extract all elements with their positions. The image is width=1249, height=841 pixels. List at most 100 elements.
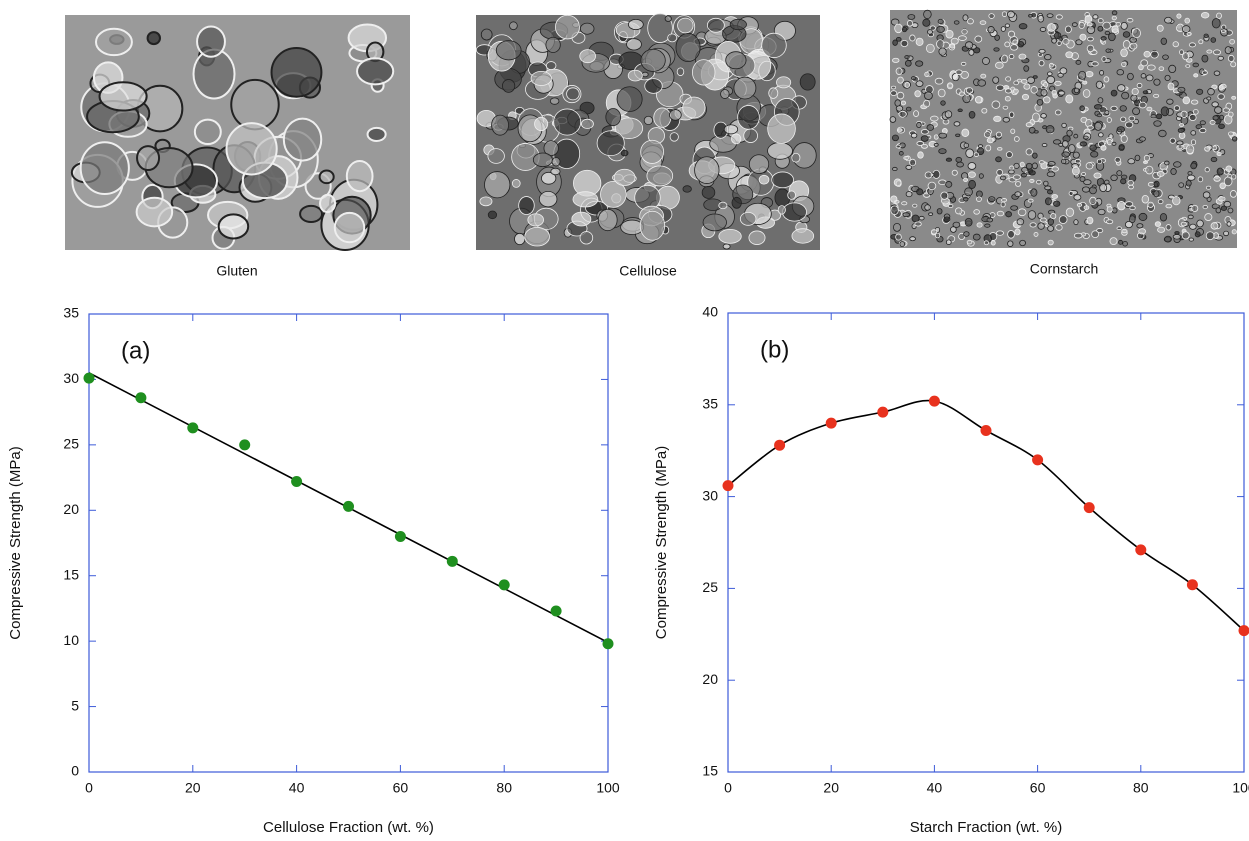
texture xyxy=(1037,14,1045,23)
texture xyxy=(1205,185,1212,190)
texture xyxy=(949,42,956,49)
texture xyxy=(1212,145,1218,151)
texture xyxy=(906,20,913,27)
data-point xyxy=(135,392,147,404)
texture xyxy=(1068,144,1076,154)
texture xyxy=(1173,105,1181,111)
texture xyxy=(1012,39,1019,45)
texture xyxy=(1213,175,1221,182)
texture xyxy=(1143,160,1148,164)
texture xyxy=(1051,37,1058,44)
texture xyxy=(217,213,250,240)
texture xyxy=(1029,178,1035,183)
texture xyxy=(911,76,917,81)
texture xyxy=(1015,181,1022,187)
texture xyxy=(1120,48,1128,58)
texture xyxy=(1139,136,1146,142)
texture xyxy=(1093,104,1103,110)
texture xyxy=(996,230,1004,236)
texture xyxy=(682,185,692,193)
data-point xyxy=(928,395,940,407)
data-point xyxy=(774,439,786,451)
texture xyxy=(479,196,493,207)
texture xyxy=(893,178,902,187)
texture xyxy=(1038,48,1046,54)
texture xyxy=(984,223,991,228)
texture xyxy=(1212,115,1219,121)
texture xyxy=(1105,48,1111,53)
texture xyxy=(1197,176,1204,183)
texture xyxy=(945,181,953,188)
texture xyxy=(995,61,1004,69)
texture xyxy=(514,232,526,246)
texture xyxy=(543,140,559,156)
texture xyxy=(98,81,148,112)
x-axis-title: Cellulose Fraction (wt. %) xyxy=(263,819,434,836)
texture xyxy=(928,212,934,216)
texture xyxy=(1058,215,1068,224)
texture xyxy=(1167,82,1175,91)
texture xyxy=(977,79,987,87)
texture xyxy=(767,113,796,144)
texture xyxy=(966,239,973,245)
texture xyxy=(1086,22,1093,27)
texture xyxy=(1181,25,1191,34)
texture xyxy=(532,152,553,168)
texture xyxy=(597,208,618,232)
texture xyxy=(1170,168,1177,176)
texture xyxy=(1055,224,1063,231)
texture xyxy=(1041,143,1048,147)
texture xyxy=(555,14,580,40)
texture xyxy=(936,208,943,215)
x-tick-label: 60 xyxy=(1030,780,1046,796)
texture xyxy=(1116,69,1125,76)
texture xyxy=(1000,26,1006,32)
texture xyxy=(135,196,174,228)
texture xyxy=(1165,203,1173,209)
texture xyxy=(761,32,787,58)
texture xyxy=(1119,105,1127,112)
texture xyxy=(930,115,939,122)
data-point xyxy=(1238,625,1249,637)
texture xyxy=(1078,70,1087,80)
texture xyxy=(1027,210,1037,220)
texture xyxy=(977,147,985,155)
texture xyxy=(787,190,796,200)
texture xyxy=(1004,96,1011,102)
texture xyxy=(1087,36,1094,42)
texture xyxy=(1210,222,1219,230)
texture xyxy=(1172,234,1182,240)
texture xyxy=(1036,179,1042,185)
texture xyxy=(929,25,936,31)
texture xyxy=(502,79,516,93)
texture xyxy=(1153,120,1162,127)
texture xyxy=(1186,174,1196,181)
texture xyxy=(1227,54,1235,62)
texture xyxy=(957,108,963,113)
texture xyxy=(1209,120,1216,125)
texture xyxy=(1083,205,1090,210)
texture xyxy=(1160,37,1168,45)
texture xyxy=(895,233,902,241)
texture xyxy=(718,201,728,210)
texture xyxy=(1008,54,1015,60)
texture xyxy=(1033,231,1039,237)
texture xyxy=(613,168,636,186)
texture xyxy=(1010,205,1019,211)
texture xyxy=(596,130,625,157)
texture xyxy=(1068,191,1074,196)
texture xyxy=(1065,207,1075,217)
texture xyxy=(933,142,939,147)
texture xyxy=(767,142,793,160)
texture xyxy=(1223,230,1229,237)
data-point xyxy=(239,439,251,451)
x-tick-label: 100 xyxy=(1232,780,1249,796)
texture xyxy=(983,240,989,246)
texture xyxy=(1097,25,1104,32)
texture xyxy=(947,203,954,208)
texture xyxy=(1160,106,1170,117)
texture xyxy=(1166,98,1174,105)
texture xyxy=(1218,123,1225,129)
texture xyxy=(1216,167,1224,176)
texture xyxy=(909,236,916,242)
